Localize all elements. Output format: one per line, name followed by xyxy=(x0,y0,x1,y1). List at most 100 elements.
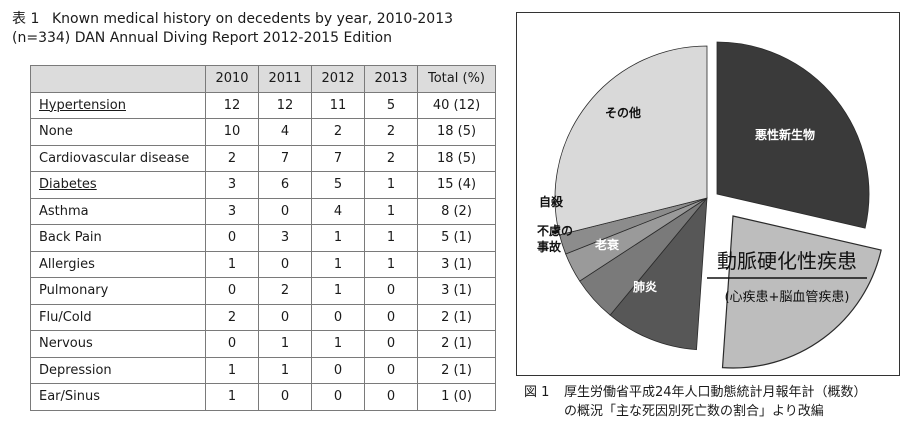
table-row: Flu/Cold 2 0 0 0 2 (1) xyxy=(30,303,496,331)
cell: 0 xyxy=(205,277,259,305)
cell: 12 xyxy=(258,91,312,119)
cell: 2 xyxy=(205,144,259,172)
cell: 2 (1) xyxy=(417,330,496,358)
table-row: Depression 1 1 0 0 2 (1) xyxy=(30,356,496,384)
table-row: None 10 4 2 2 18 (5) xyxy=(30,118,496,146)
cell: 1 (0) xyxy=(417,383,496,411)
cell: 0 xyxy=(258,250,312,278)
label-atherosclerotic-disease: 動脈硬化性疾患 xyxy=(717,249,857,273)
cell: 0 xyxy=(258,197,312,225)
row-name: Diabetes xyxy=(30,171,206,199)
figure-caption-line1: 厚生労働省平成24年人口動態統計月報年計（概数） xyxy=(564,385,867,400)
cell: 4 xyxy=(311,197,365,225)
figure-caption-number: 図 1 xyxy=(524,385,550,400)
table-row: Asthma 3 0 4 1 8 (2) xyxy=(30,197,496,225)
cell: 2 xyxy=(364,118,418,146)
row-name: Cardiovascular disease xyxy=(30,144,206,172)
cell: 0 xyxy=(364,277,418,305)
table-row: Back Pain 0 3 1 1 5 (1) xyxy=(30,224,496,252)
header-2012: 2012 xyxy=(311,65,365,93)
cell: 1 xyxy=(311,224,365,252)
table-caption-number: 表 1 xyxy=(12,11,40,27)
label-accident-line1: 不慮の xyxy=(537,223,573,238)
cell: 7 xyxy=(311,144,365,172)
cell: 12 xyxy=(205,91,259,119)
cell: 2 xyxy=(311,118,365,146)
cell: 1 xyxy=(364,197,418,225)
header-2011: 2011 xyxy=(258,65,312,93)
cell: 3 (1) xyxy=(417,277,496,305)
cell: 1 xyxy=(311,250,365,278)
cell: 0 xyxy=(205,224,259,252)
cell: 4 xyxy=(258,118,312,146)
cell: 0 xyxy=(311,356,365,384)
row-name: Allergies xyxy=(30,250,206,278)
cell: 18 (5) xyxy=(417,144,496,172)
cell: 10 xyxy=(205,118,259,146)
row-name: Nervous xyxy=(30,330,206,358)
cell: 8 (2) xyxy=(417,197,496,225)
cell: 2 xyxy=(205,303,259,331)
header-2013: 2013 xyxy=(364,65,418,93)
cell: 5 xyxy=(364,91,418,119)
row-name: Flu/Cold xyxy=(30,303,206,331)
row-name: Back Pain xyxy=(30,224,206,252)
cell: 0 xyxy=(364,330,418,358)
medical-history-table: 2010 2011 2012 2013 Total (%) Hypertensi… xyxy=(30,65,496,411)
table-row: Pulmonary 0 2 1 0 3 (1) xyxy=(30,277,496,305)
cell: 1 xyxy=(205,356,259,384)
table-caption-line1: Known medical history on decedents by ye… xyxy=(52,11,454,27)
cell: 11 xyxy=(311,91,365,119)
row-name: None xyxy=(30,118,206,146)
cell: 18 (5) xyxy=(417,118,496,146)
label-suicide: 自殺 xyxy=(539,194,564,209)
label-accident-line2: 事故 xyxy=(537,239,562,254)
figure-caption-line2: の概況「主な死因別死亡数の割合」より改編 xyxy=(564,404,824,419)
table-caption: 表 1 Known medical history on decedents by… xyxy=(12,10,504,48)
table-row: Ear/Sinus 1 0 0 0 1 (0) xyxy=(30,383,496,411)
slice-other xyxy=(554,45,708,236)
header-blank xyxy=(30,65,206,93)
row-name: Ear/Sinus xyxy=(30,383,206,411)
cell: 0 xyxy=(258,303,312,331)
cell: 0 xyxy=(364,383,418,411)
header-total: Total (%) xyxy=(417,65,496,93)
slice-atherosclerotic-disease xyxy=(721,215,882,369)
row-name: Hypertension xyxy=(30,91,206,119)
cell: 3 (1) xyxy=(417,250,496,278)
cell: 0 xyxy=(311,383,365,411)
table-row: Cardiovascular disease 2 7 7 2 18 (5) xyxy=(30,144,496,172)
table-row: Allergies 1 0 1 1 3 (1) xyxy=(30,250,496,278)
row-name: Asthma xyxy=(30,197,206,225)
label-atherosclerotic-sub: (心疾患+脳血管疾患) xyxy=(724,290,849,305)
label-senility: 老衰 xyxy=(595,237,620,252)
cell: 2 (1) xyxy=(417,356,496,384)
cell: 1 xyxy=(364,224,418,252)
cell: 1 xyxy=(364,250,418,278)
cell: 1 xyxy=(258,330,312,358)
slice-pneumonia xyxy=(609,196,708,351)
label-pneumonia: 肺炎 xyxy=(633,279,657,294)
cell: 2 (1) xyxy=(417,303,496,331)
cell: 15 (4) xyxy=(417,171,496,199)
table-header-row: 2010 2011 2012 2013 Total (%) xyxy=(30,65,496,93)
cell: 6 xyxy=(258,171,312,199)
row-name: Pulmonary xyxy=(30,277,206,305)
cell: 5 (1) xyxy=(417,224,496,252)
figure-caption: 図 1 厚生労働省平成24年人口動態統計月報年計（概数） の概況「主な死因別死亡数… xyxy=(524,383,867,421)
cell: 0 xyxy=(364,356,418,384)
table-row: Nervous 0 1 1 0 2 (1) xyxy=(30,330,496,358)
slice-malignant-neoplasm xyxy=(716,41,870,229)
cell: 0 xyxy=(205,330,259,358)
cell: 2 xyxy=(364,144,418,172)
cell: 1 xyxy=(311,330,365,358)
cell: 0 xyxy=(364,303,418,331)
cell: 1 xyxy=(311,277,365,305)
cell: 1 xyxy=(364,171,418,199)
cell: 1 xyxy=(258,356,312,384)
cell: 5 xyxy=(311,171,365,199)
label-other: その他 xyxy=(605,105,641,120)
cell: 0 xyxy=(258,383,312,411)
label-malignant-neoplasm: 悪性新生物 xyxy=(755,127,815,142)
